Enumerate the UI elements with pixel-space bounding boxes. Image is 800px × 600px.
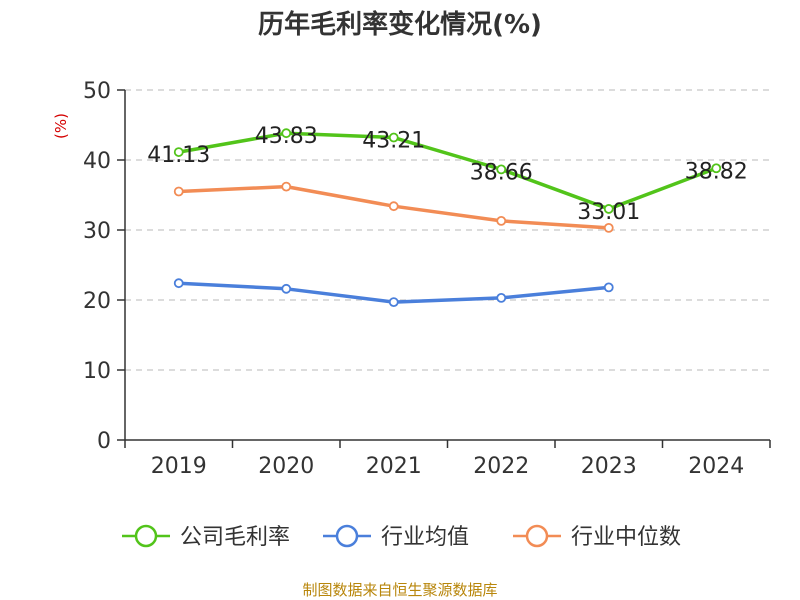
y-tick-label: 10: [83, 359, 111, 384]
legend-label: 公司毛利率: [180, 525, 290, 550]
chart-title: 历年毛利率变化情况(%): [258, 9, 542, 40]
y-tick-label: 50: [83, 79, 111, 104]
data-label: 33.01: [577, 200, 640, 225]
data-point: [603, 204, 614, 214]
data-point: [388, 201, 399, 212]
x-tick-label: 2020: [258, 454, 314, 479]
y-tick-label: 30: [83, 219, 111, 244]
series-line-0: [177, 131, 718, 211]
data-point: [173, 278, 184, 289]
data-point: [173, 186, 184, 197]
legend-label: 行业中位数: [571, 525, 681, 550]
y-tick-label: 0: [97, 429, 111, 454]
x-tick-label: 2023: [581, 454, 637, 479]
x-tick-label: 2022: [473, 454, 529, 479]
legend-label: 行业均值: [381, 525, 469, 550]
data-label: 38.66: [470, 160, 533, 185]
data-point: [603, 282, 614, 293]
legend-marker: [335, 524, 359, 548]
data-label: 38.82: [685, 159, 748, 184]
data-point: [388, 132, 399, 143]
x-tick-label: 2024: [688, 454, 744, 479]
data-label: 43.21: [362, 129, 425, 154]
grid-layer: [125, 89, 770, 371]
source-note: 制图数据来自恒生聚源数据库: [302, 581, 497, 599]
data-point: [496, 215, 507, 226]
series-layer: [173, 128, 722, 308]
data-label: 43.83: [255, 124, 318, 149]
y-tick-label: 20: [83, 289, 111, 314]
x-tick-label: 2021: [366, 454, 422, 479]
data-point: [388, 297, 399, 308]
data-point: [173, 147, 184, 157]
data-label: 41.13: [147, 143, 210, 168]
data-label-layer: 41.13 43.83 43.21 38.66 33.01 38.82: [147, 124, 747, 225]
data-point: [603, 222, 614, 233]
data-point: [281, 283, 292, 294]
data-point: [711, 163, 722, 174]
y-tick-label: 40: [83, 149, 111, 174]
axis-layer: 0 10 20 30 40 50 2019 2020 2021 2022 2023 2024: [83, 79, 771, 479]
data-point: [281, 128, 292, 139]
legend-marker: [525, 524, 549, 548]
legend-marker: [134, 524, 158, 548]
x-tick-label: 2019: [151, 454, 207, 479]
data-point: [496, 164, 507, 175]
y-axis-label: (%): [52, 113, 70, 139]
legend: 公司毛利率 行业均值 行业中位数: [122, 524, 681, 550]
data-point: [281, 181, 292, 192]
data-point: [496, 292, 507, 303]
